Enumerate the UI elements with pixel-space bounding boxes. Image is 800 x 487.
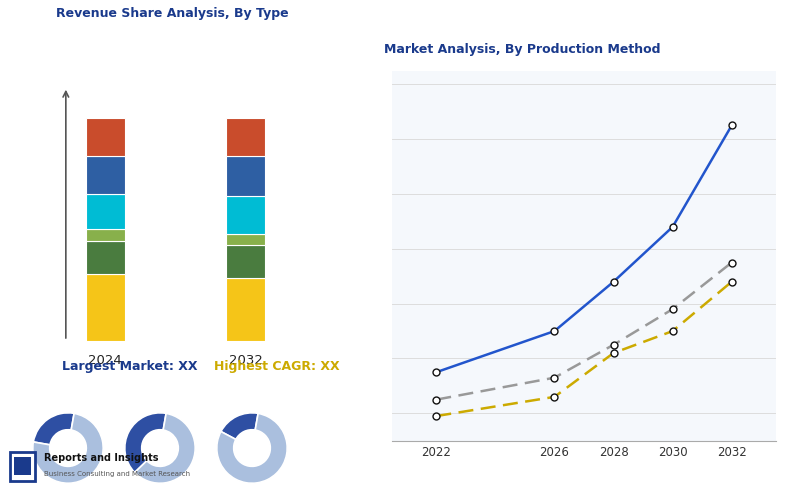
Text: 2032: 2032: [229, 354, 262, 367]
Text: Reports and Insights: Reports and Insights: [44, 453, 158, 463]
Bar: [226, 196, 266, 234]
Bar: [86, 194, 125, 229]
Bar: [226, 118, 266, 156]
Text: Highest CAGR: XX: Highest CAGR: XX: [214, 360, 340, 373]
Bar: [14, 457, 31, 475]
Text: Largest Market: XX: Largest Market: XX: [62, 360, 198, 373]
Wedge shape: [125, 413, 166, 472]
Bar: [86, 274, 125, 341]
Wedge shape: [134, 413, 195, 483]
Wedge shape: [217, 413, 287, 483]
Text: GLOBAL HOT MELT ADHESIVES MARKET SEGMENT ANALYSIS: GLOBAL HOT MELT ADHESIVES MARKET SEGMENT…: [12, 17, 506, 32]
Bar: [86, 241, 125, 274]
Bar: [226, 234, 266, 245]
Text: 2024: 2024: [88, 354, 122, 367]
Bar: [86, 118, 125, 156]
Bar: [86, 156, 125, 194]
Text: Business Consulting and Market Research: Business Consulting and Market Research: [44, 471, 190, 477]
Bar: [10, 452, 35, 481]
Bar: [86, 229, 125, 241]
Bar: [226, 279, 266, 341]
Bar: [226, 156, 266, 196]
Text: Market Analysis, By Production Method: Market Analysis, By Production Method: [384, 43, 661, 56]
Bar: [226, 245, 266, 279]
Text: Revenue Share Analysis, By Type: Revenue Share Analysis, By Type: [56, 7, 289, 20]
Wedge shape: [33, 413, 103, 483]
Wedge shape: [221, 413, 258, 439]
Wedge shape: [34, 413, 74, 445]
